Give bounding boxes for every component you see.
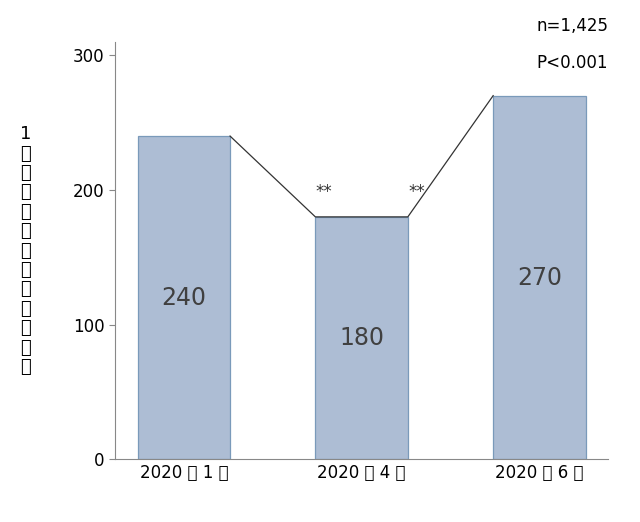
Bar [138, 136, 230, 459]
Text: **: ** [316, 183, 333, 201]
Text: 1
週
間
の
身
体
活
動
時
間
（
分
）: 1 週 間 の 身 体 活 動 時 間 （ 分 ） [20, 125, 31, 376]
Text: n=1,425: n=1,425 [536, 17, 608, 34]
Text: **: ** [408, 183, 425, 201]
Text: 270: 270 [517, 266, 562, 290]
Text: 240: 240 [161, 286, 206, 310]
Bar [316, 217, 408, 459]
Bar [493, 96, 586, 459]
Text: 180: 180 [339, 326, 384, 350]
Text: P<0.001: P<0.001 [536, 54, 608, 72]
